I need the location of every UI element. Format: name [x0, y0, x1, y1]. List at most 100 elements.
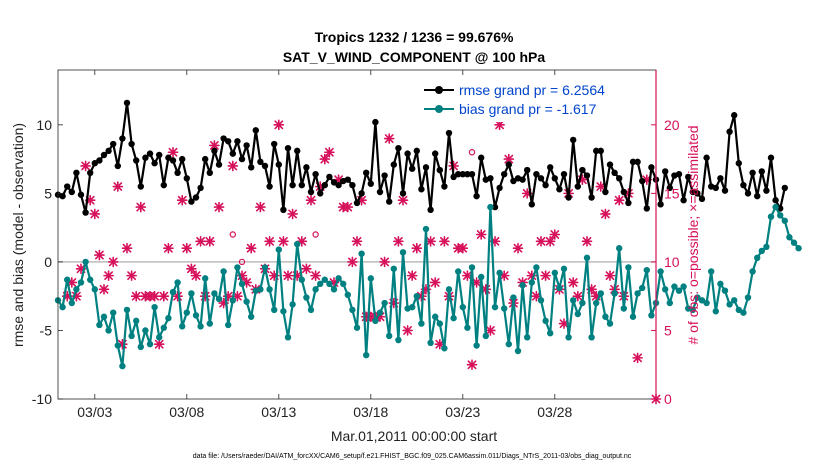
bias-data-point [694, 294, 701, 301]
rmse-data-point [105, 147, 112, 155]
rmse-data-point [487, 175, 494, 182]
rmse-data-point [602, 188, 609, 196]
bias-data-point [478, 273, 485, 281]
rmse-data-point [353, 199, 361, 207]
obs-assimilated-marker [540, 270, 551, 281]
bias-data-point [211, 290, 218, 297]
obs-assimilated-marker [264, 236, 275, 247]
bias-data-point [432, 313, 439, 320]
bias-data-point [708, 268, 715, 275]
bias-data-point [234, 264, 241, 271]
bias-data-point [317, 280, 324, 288]
obs-assimilated-marker [485, 325, 496, 336]
bias-data-point [514, 347, 522, 355]
obs-assimilated-marker [351, 236, 363, 247]
bias-data-point [689, 306, 696, 314]
rmse-data-point [87, 169, 94, 177]
obs-assimilated-marker [425, 236, 436, 247]
x-tick-label: 03/08 [169, 404, 204, 420]
obs-assimilated-marker [149, 290, 160, 302]
bias-data-point [790, 239, 798, 246]
bias-data-point [77, 279, 85, 286]
obs-assimilated-marker [186, 263, 197, 275]
bias-data-point [501, 305, 508, 312]
bias-data-point [294, 240, 301, 248]
y-right-tick-label: 5 [664, 322, 672, 338]
bias-data-point [616, 245, 623, 252]
rmse-data-point [450, 173, 457, 181]
rmse-data-point [721, 187, 729, 194]
bias-data-point [179, 323, 186, 330]
bias-data-point [63, 276, 71, 283]
y-axis-label-right: # of obs: o=possible; ×=assimilated [685, 125, 701, 344]
x-tick-label: 03/18 [353, 404, 388, 420]
obs-possible-marker [312, 231, 319, 238]
rmse-data-point [266, 183, 273, 190]
obs-assimilated-marker [604, 270, 616, 281]
obs-assimilated-marker [245, 242, 257, 254]
y-left-tick-label: 10 [36, 117, 52, 133]
rmse-data-point [298, 181, 305, 189]
obs-assimilated-marker [107, 256, 119, 268]
rmse-data-point [735, 160, 742, 167]
rmse-data-point [202, 155, 209, 163]
bias-data-point [763, 243, 770, 251]
rmse-data-point [386, 198, 393, 205]
bias-data-point [542, 317, 549, 325]
bias-data-point [298, 276, 305, 283]
rmse-data-point [289, 181, 296, 189]
rmse-data-point [491, 203, 499, 211]
bias-data-point [344, 291, 351, 299]
rmse-data-point [468, 170, 476, 178]
bias-data-point [340, 280, 347, 288]
bias-data-point [560, 265, 568, 272]
rmse-data-point [294, 147, 301, 155]
obs-assimilated-marker [126, 270, 137, 281]
legend-bias-label: bias grand pr = -1.617 [459, 101, 597, 117]
rmse-data-point [436, 166, 443, 174]
obs-assimilated-marker [600, 208, 611, 220]
obs-assimilated-marker [153, 338, 165, 350]
rmse-data-point [496, 184, 503, 192]
obs-assimilated-marker [163, 242, 174, 254]
x-axis: 03/03 03/08 03/13 03/18 03/23 03/28 [77, 70, 573, 420]
rmse-data-point [441, 183, 448, 190]
right-axis: 0 5 10 15 20 [651, 70, 680, 407]
bias-data-point [390, 265, 397, 272]
bias-data-point [321, 276, 328, 283]
rmse-data-point [128, 140, 135, 148]
bias-data-point [215, 295, 223, 303]
bias-data-point [335, 275, 342, 282]
rmse-data-point [616, 175, 623, 182]
bias-data-point [459, 303, 466, 311]
x-tick-label: 03/28 [537, 404, 572, 420]
rmse-data-point [312, 170, 319, 178]
y-right-tick-label: 10 [664, 254, 680, 270]
bias-data-point [698, 297, 706, 304]
x-tick-label: 03/13 [261, 404, 296, 420]
obs-assimilated-marker [471, 277, 482, 288]
rmse-data-point [133, 157, 140, 164]
bias-data-point [133, 317, 140, 325]
bias-data-point [238, 280, 246, 288]
bias-data-point [376, 309, 384, 316]
rmse-data-point [505, 161, 512, 168]
obs-assimilated-marker [632, 352, 643, 364]
bias-data-point [758, 247, 765, 255]
obs-assimilated-marker [402, 325, 413, 336]
rmse-data-point [179, 155, 186, 163]
rmse-data-point [662, 168, 669, 175]
rmse-data-point [151, 160, 158, 167]
bias-data-point [105, 327, 112, 334]
bias-data-point [675, 287, 683, 294]
bias-data-point [225, 321, 232, 329]
bias-data-point [505, 340, 512, 348]
rmse-data-point [634, 158, 641, 166]
bias-data-point [197, 323, 204, 330]
chart-title-line1: Tropics 1232 / 1236 = 99.676% [315, 29, 514, 45]
bias-data-point [634, 290, 641, 297]
rmse-data-point [657, 201, 664, 208]
bias-data-point [82, 258, 89, 266]
bias-data-point [202, 275, 209, 282]
obs-assimilated-marker [319, 153, 331, 165]
